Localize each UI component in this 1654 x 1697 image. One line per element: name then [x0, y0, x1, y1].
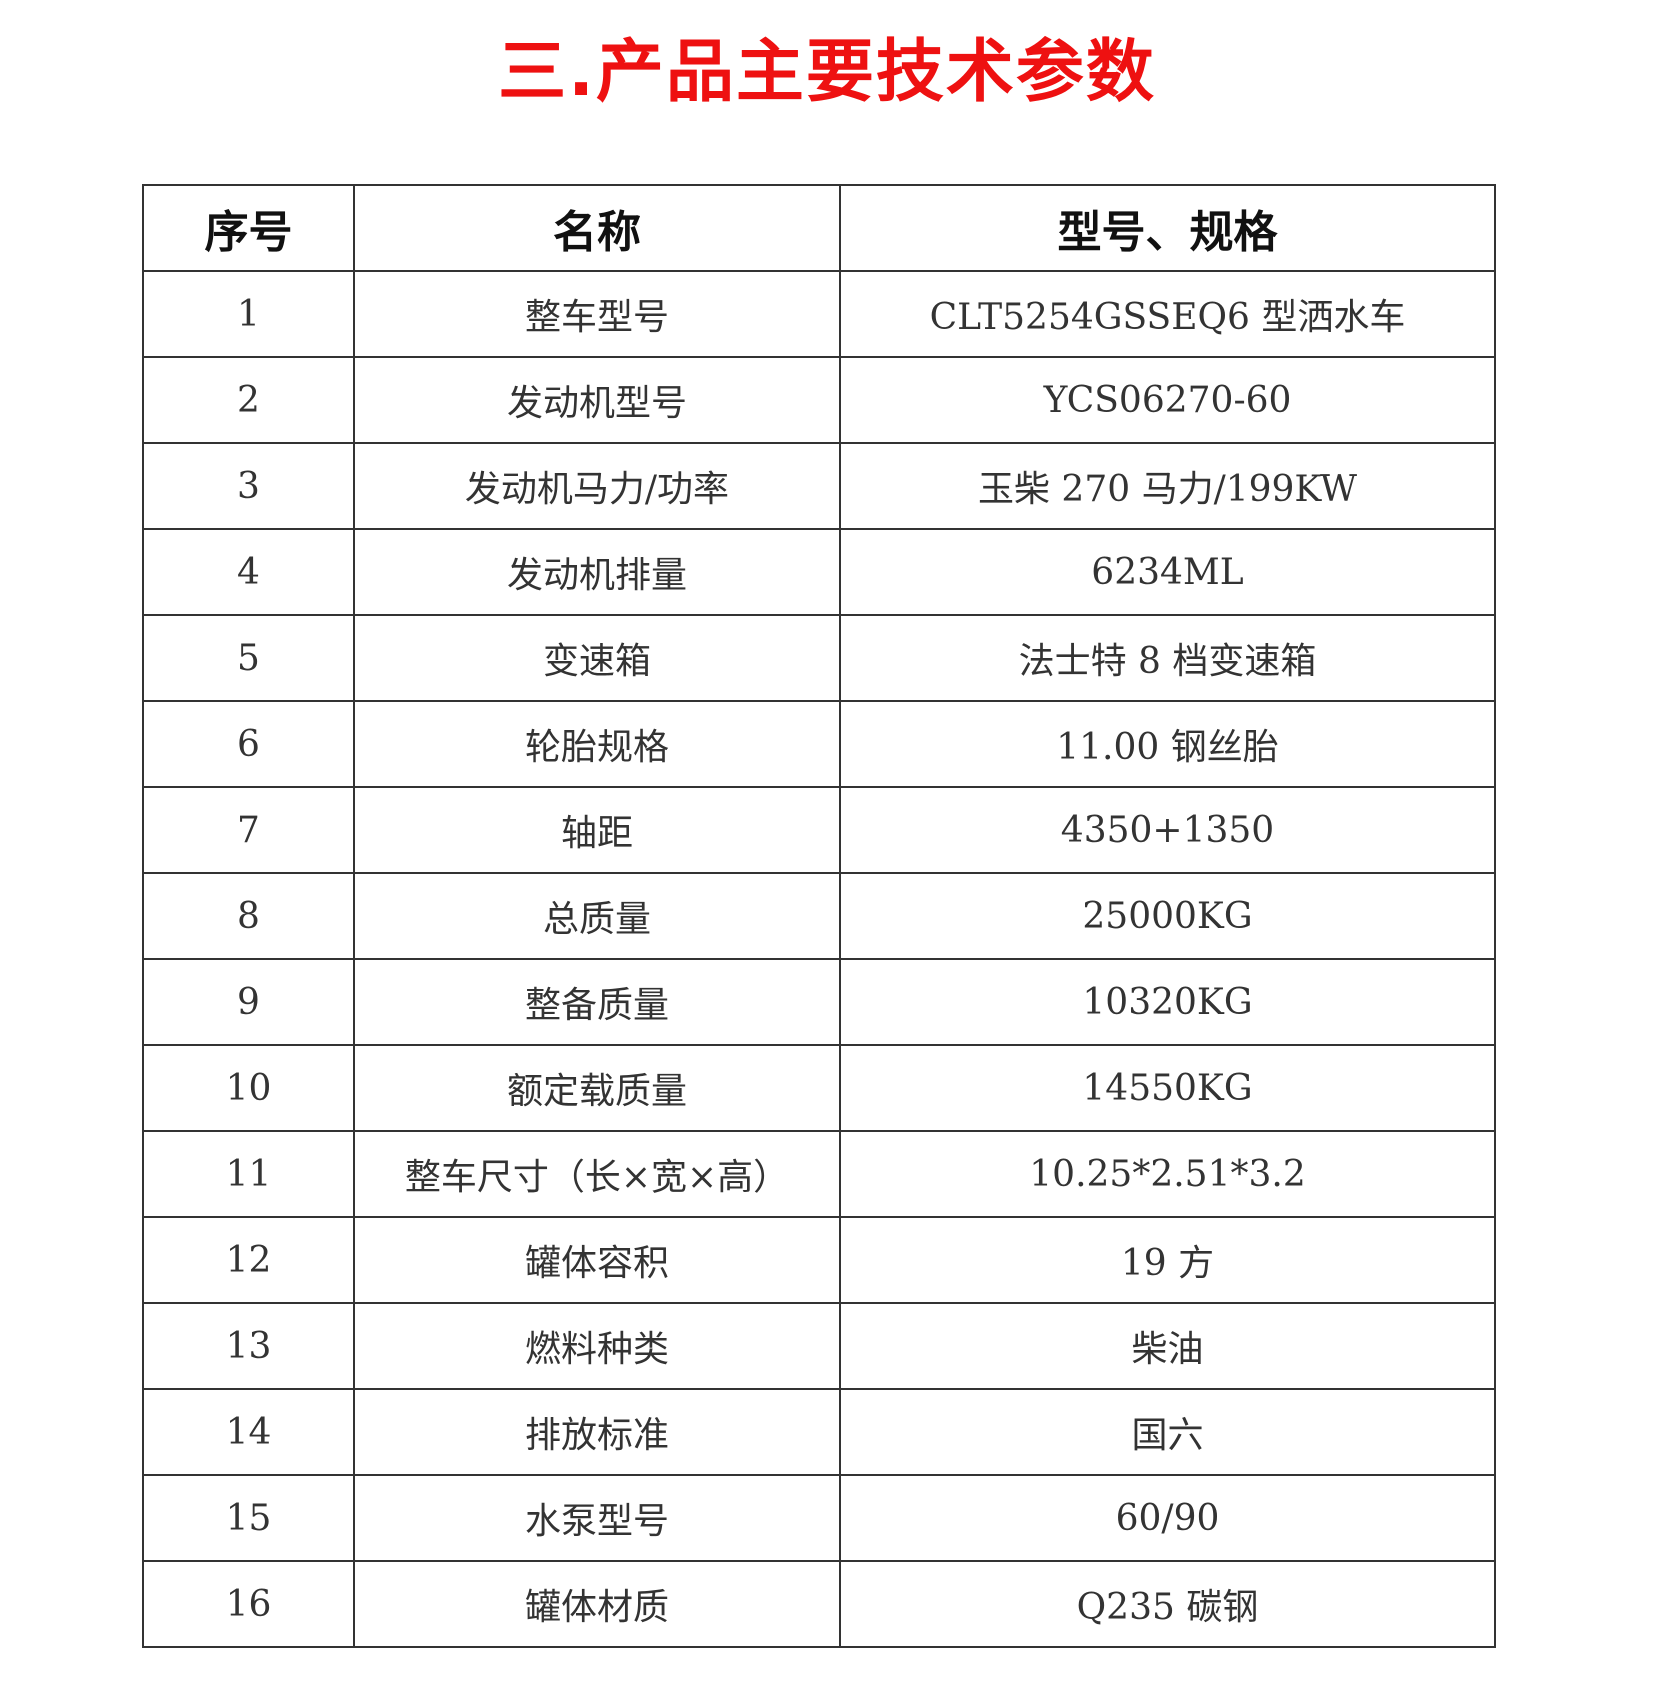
cell-name: 发动机马力/功率	[353, 442, 841, 530]
cell-name: 罐体容积	[353, 1216, 841, 1304]
cell-spec: 6234ML	[839, 528, 1496, 616]
table-row: 10 额定载质量 14550KG	[142, 1044, 1496, 1132]
cell-name: 整车型号	[353, 270, 841, 358]
page-title: 三.产品主要技术参数	[498, 33, 1156, 112]
header-index: 序号	[142, 184, 355, 272]
cell-spec: 法士特 8 档变速箱	[839, 614, 1496, 702]
cell-index: 8	[142, 872, 355, 960]
table-row: 1 整车型号 CLT5254GSSEQ6 型洒水车	[142, 270, 1496, 358]
cell-spec: 10.25*2.51*3.2	[839, 1130, 1496, 1218]
cell-name: 轮胎规格	[353, 700, 841, 788]
cell-spec: 14550KG	[839, 1044, 1496, 1132]
cell-name: 总质量	[353, 872, 841, 960]
table-row: 9 整备质量 10320KG	[142, 958, 1496, 1046]
cell-index: 3	[142, 442, 355, 530]
cell-name: 燃料种类	[353, 1302, 841, 1390]
header-name: 名称	[353, 184, 841, 272]
cell-index: 13	[142, 1302, 355, 1390]
table-row: 11 整车尺寸（长×宽×高） 10.25*2.51*3.2	[142, 1130, 1496, 1218]
cell-index: 6	[142, 700, 355, 788]
cell-index: 12	[142, 1216, 355, 1304]
cell-name: 变速箱	[353, 614, 841, 702]
cell-spec: 柴油	[839, 1302, 1496, 1390]
cell-name: 整车尺寸（长×宽×高）	[353, 1130, 841, 1218]
cell-spec: 玉柴 270 马力/199KW	[839, 442, 1496, 530]
cell-index: 9	[142, 958, 355, 1046]
table-row: 14 排放标准 国六	[142, 1388, 1496, 1476]
cell-spec: 11.00 钢丝胎	[839, 700, 1496, 788]
table-row: 12 罐体容积 19 方	[142, 1216, 1496, 1304]
table-row: 3 发动机马力/功率 玉柴 270 马力/199KW	[142, 442, 1496, 530]
cell-index: 16	[142, 1560, 355, 1648]
cell-spec: 4350+1350	[839, 786, 1496, 874]
table-row: 4 发动机排量 6234ML	[142, 528, 1496, 616]
cell-spec: 10320KG	[839, 958, 1496, 1046]
cell-name: 发动机型号	[353, 356, 841, 444]
cell-spec: 25000KG	[839, 872, 1496, 960]
table-row: 8 总质量 25000KG	[142, 872, 1496, 960]
table-row: 5 变速箱 法士特 8 档变速箱	[142, 614, 1496, 702]
cell-index: 15	[142, 1474, 355, 1562]
table-row: 16 罐体材质 Q235 碳钢	[142, 1560, 1496, 1648]
cell-spec: 国六	[839, 1388, 1496, 1476]
cell-name: 水泵型号	[353, 1474, 841, 1562]
cell-index: 1	[142, 270, 355, 358]
cell-spec: Q235 碳钢	[839, 1560, 1496, 1648]
table-row: 2 发动机型号 YCS06270-60	[142, 356, 1496, 444]
table-row: 13 燃料种类 柴油	[142, 1302, 1496, 1390]
cell-index: 4	[142, 528, 355, 616]
cell-name: 整备质量	[353, 958, 841, 1046]
cell-spec: CLT5254GSSEQ6 型洒水车	[839, 270, 1496, 358]
cell-spec: 19 方	[839, 1216, 1496, 1304]
table-row: 15 水泵型号 60/90	[142, 1474, 1496, 1562]
table-header-row: 序号 名称 型号、规格	[142, 184, 1496, 272]
cell-name: 排放标准	[353, 1388, 841, 1476]
spec-table: 序号 名称 型号、规格 1 整车型号 CLT5254GSSEQ6 型洒水车 2 发动机型…	[142, 184, 1496, 1648]
cell-name: 轴距	[353, 786, 841, 874]
cell-spec: YCS06270-60	[839, 356, 1496, 444]
cell-index: 7	[142, 786, 355, 874]
cell-index: 14	[142, 1388, 355, 1476]
table-row: 6 轮胎规格 11.00 钢丝胎	[142, 700, 1496, 788]
cell-index: 2	[142, 356, 355, 444]
cell-index: 5	[142, 614, 355, 702]
cell-index: 10	[142, 1044, 355, 1132]
cell-name: 发动机排量	[353, 528, 841, 616]
cell-index: 11	[142, 1130, 355, 1218]
cell-name: 罐体材质	[353, 1560, 841, 1648]
table-row: 7 轴距 4350+1350	[142, 786, 1496, 874]
cell-name: 额定载质量	[353, 1044, 841, 1132]
cell-spec: 60/90	[839, 1474, 1496, 1562]
header-spec: 型号、规格	[839, 184, 1496, 272]
